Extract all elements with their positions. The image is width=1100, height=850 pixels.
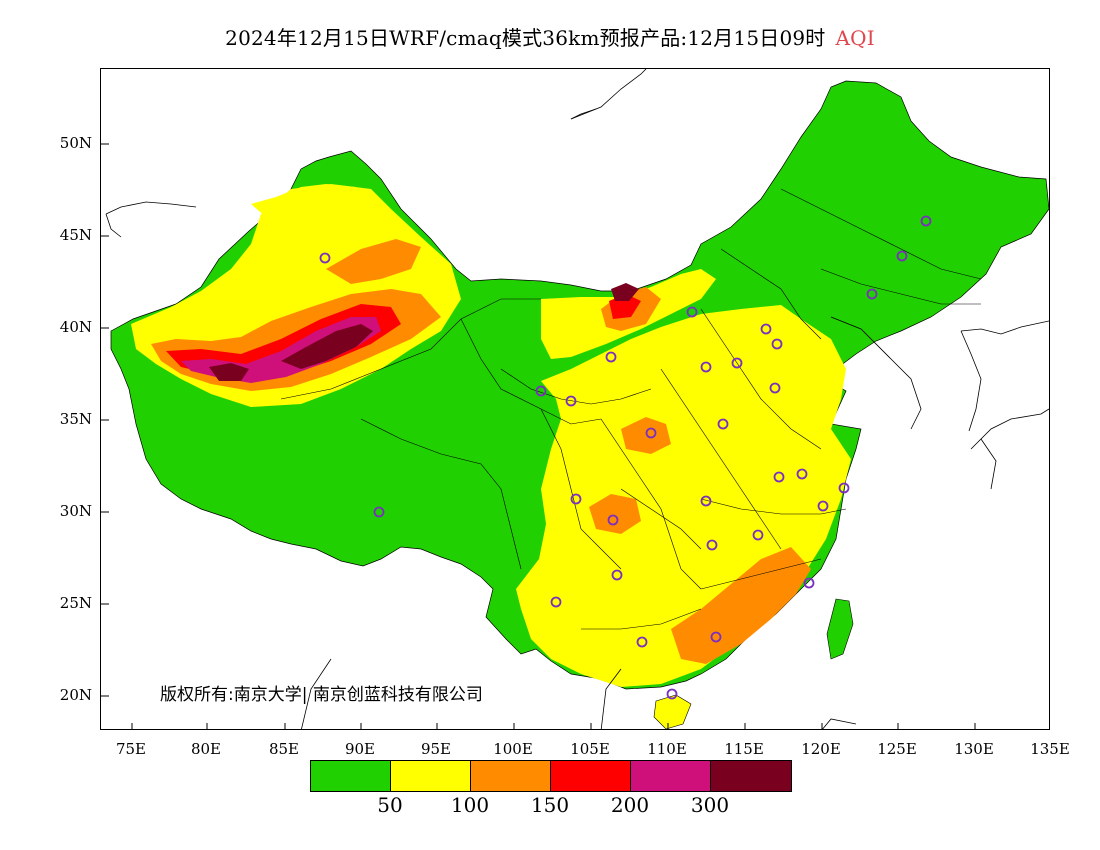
neighbor-coastlines [105,69,1049,729]
station-marker [706,539,718,551]
station-marker [773,471,785,483]
legend-cell-yellow [391,761,471,791]
station-marker [535,385,547,397]
station-marker [550,596,562,608]
station-marker [717,418,729,430]
station-marker [760,323,772,335]
station-marker [710,631,722,643]
station-marker [686,306,698,318]
station-marker [645,427,657,439]
station-marker [771,338,783,350]
y-axis-label-30n: 30N [59,502,92,520]
legend-tick-200: 200 [610,793,650,817]
x-axis-label-115e: 115E [724,740,764,758]
station-marker [920,215,932,227]
province-boundaries [280,188,982,630]
y-axis-label-25n: 25N [59,594,92,612]
x-axis-label-85e: 85E [268,740,300,758]
x-axis-label-130e: 130E [954,740,994,758]
legend-cell-red [551,761,631,791]
station-marker [319,252,331,264]
station-marker [605,351,617,363]
aqi-zone-darkred-tarim-1 [281,324,373,369]
title-text: 2024年12月15日WRF/cmaq模式36km预报产品:12月15日09时 [225,26,826,50]
x-axis-label-90e: 90E [344,740,376,758]
copyright-notice: 版权所有:南京大学| 南京创蓝科技有限公司 [160,685,483,705]
legend-tick-150: 150 [530,793,570,817]
x-axis-label-75e: 75E [115,740,147,758]
station-marker [700,361,712,373]
station-marker [896,250,908,262]
frame-ticks [101,143,976,729]
legend-cell-green [311,761,391,791]
aqi-zone-darkred-tarim-2 [209,363,249,381]
x-axis-label-105e: 105E [570,740,610,758]
station-marker [838,482,850,494]
x-axis-label-110e: 110E [647,740,687,758]
x-axis-label-120e: 120E [801,740,841,758]
station-marker [752,529,764,541]
legend-cell-magenta [631,761,711,791]
aqi-zone-orange-south [671,547,811,664]
station-marker [565,395,577,407]
aqi-zone-orange-sichuan [589,494,641,534]
y-axis-label-45n: 45N [59,226,92,244]
aqi-zone-orange-central [621,417,671,454]
station-marker [769,382,781,394]
station-marker [636,636,648,648]
x-axis-label-95e: 95E [420,740,452,758]
y-axis-label-50n: 50N [59,134,92,152]
legend-tick-100: 100 [450,793,490,817]
aqi-zone-darkred-north [611,283,639,301]
station-marker [570,493,582,505]
station-marker [817,500,829,512]
aqi-zone-orange-junggar [326,239,421,284]
x-axis-label-100e: 100E [493,740,533,758]
aqi-legend-bar [310,760,792,792]
aqi-zone-yellow-northwest [251,184,371,219]
map-title: 2024年12月15日WRF/cmaq模式36km预报产品:12月15日09时 A… [0,22,1100,51]
station-markers [319,215,932,700]
legend-tick-300: 300 [690,793,730,817]
taiwan-island [826,598,854,660]
y-axis-label-20n: 20N [59,686,92,704]
legend-cell-orange [471,761,551,791]
aqi-map-canvas [101,69,1049,729]
station-marker [611,569,623,581]
x-axis-label-135e: 135E [1030,740,1070,758]
legend-tick-50: 50 [377,793,403,817]
station-marker [700,495,712,507]
station-marker [666,688,678,700]
title-variable: AQI [835,26,875,50]
x-axis-label-80e: 80E [190,740,222,758]
x-axis-label-125e: 125E [877,740,917,758]
hainan-island [653,694,692,729]
legend-cell-darkred [711,761,791,791]
station-marker [803,577,815,589]
station-marker [373,506,385,518]
map-plot-area [100,68,1050,730]
station-marker [731,357,743,369]
station-marker [866,288,878,300]
station-marker [796,468,808,480]
station-marker [607,514,619,526]
y-axis-label-40n: 40N [59,318,92,336]
y-axis-label-35n: 35N [59,410,92,428]
